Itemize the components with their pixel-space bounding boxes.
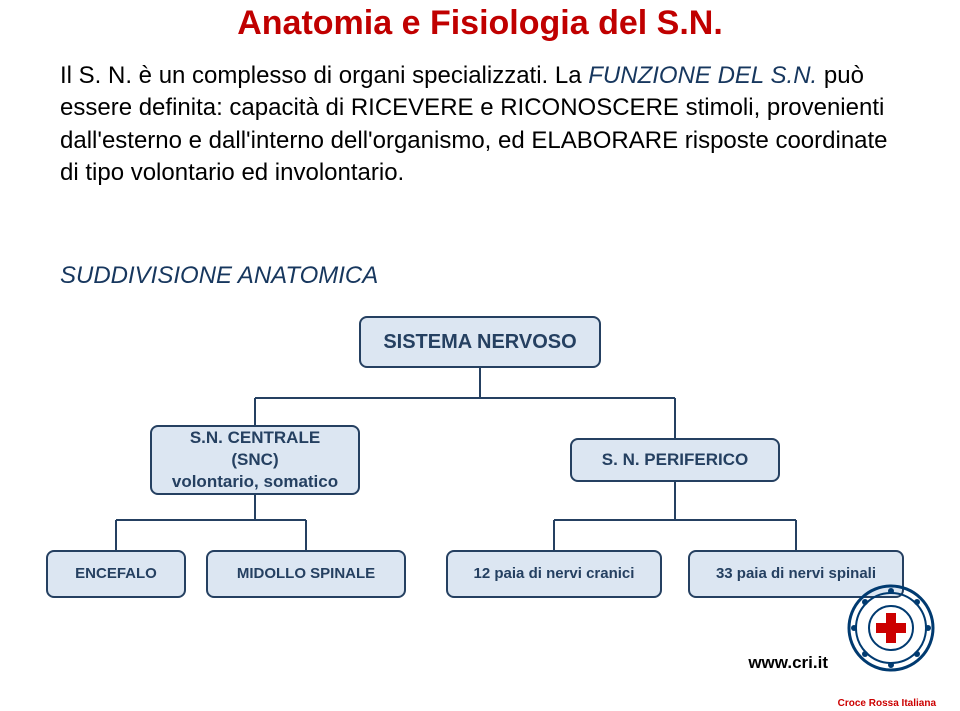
page-title: Anatomia e Fisiologia del S.N.	[0, 4, 960, 43]
footer-caption: Croce Rossa Italiana	[838, 698, 936, 709]
cri-logo-icon	[846, 583, 936, 693]
node-midollo-spinale: MIDOLLO SPINALE	[206, 550, 406, 598]
node-sn-centrale: S.N. CENTRALE (SNC) volontario, somatico	[150, 425, 360, 495]
footer-url: www.cri.it	[748, 653, 828, 673]
subdivision-heading: SUDDIVISIONE ANATOMICA	[60, 262, 378, 290]
intro-paragraph: Il S. N. è un complesso di organi specia…	[60, 60, 900, 190]
intro-emphasis: FUNZIONE DEL S.N.	[588, 62, 817, 89]
node-sistema-nervoso: SISTEMA NERVOSO	[359, 316, 601, 368]
node-encefalo: ENCEFALO	[46, 550, 186, 598]
node-nervi-cranici: 12 paia di nervi cranici	[446, 550, 662, 598]
node-sn-periferico: S. N. PERIFERICO	[570, 438, 780, 482]
